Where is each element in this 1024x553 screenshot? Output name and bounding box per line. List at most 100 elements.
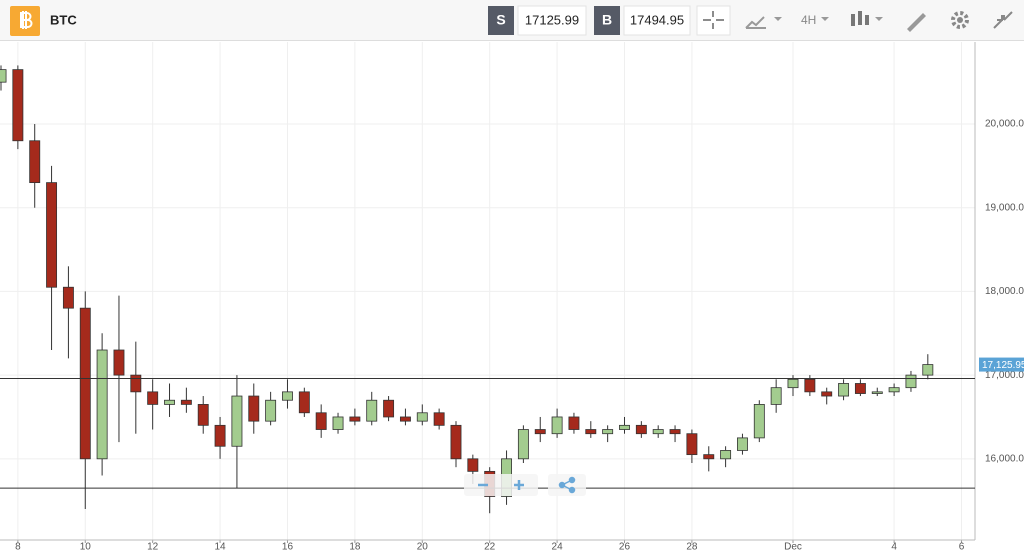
candle-body: [635, 424, 647, 435]
candle-body: [787, 378, 799, 389]
candle-body: [905, 374, 917, 389]
candle-body: [585, 429, 597, 435]
candle-body: [551, 416, 563, 435]
candle-body: [399, 416, 411, 422]
candle-body: [534, 429, 546, 435]
candle-body: [619, 424, 630, 430]
sell-label: S: [496, 12, 505, 28]
buy-price: 17494.95: [630, 12, 684, 27]
sell-badge[interactable]: [488, 6, 514, 35]
interval-button[interactable]: 4H: [801, 13, 816, 27]
shrink-button[interactable]: [993, 11, 1013, 29]
candle-body: [349, 416, 361, 422]
zoom-controls: [464, 474, 586, 496]
x-tick-label: 20: [417, 542, 429, 553]
candle-body: [838, 383, 850, 397]
sell-price: 17125.99: [525, 12, 579, 27]
x-tick-label: Dec: [784, 542, 802, 553]
candle-body: [517, 429, 529, 460]
candle-body: [888, 387, 900, 393]
buy-badge[interactable]: [594, 6, 620, 35]
candle-body: [770, 387, 782, 405]
crosshair-button[interactable]: [696, 5, 731, 36]
candle-body: [821, 391, 833, 397]
chart-type-button[interactable]: [745, 16, 766, 29]
x-tick-label: 6: [959, 542, 965, 553]
symbol: BTC: [50, 12, 77, 27]
candle-body: [366, 399, 378, 422]
candle-body: [450, 424, 462, 460]
candle-body: [804, 378, 816, 393]
buy-label: B: [602, 12, 612, 28]
candle-body: [164, 399, 175, 405]
dropdown-arrow: [821, 17, 829, 21]
share-button[interactable]: [558, 476, 576, 494]
candle-body: [602, 429, 614, 435]
candle-body: [703, 454, 715, 460]
dropdown-arrow: [875, 17, 883, 21]
x-tick-label: 24: [552, 542, 564, 553]
candle-body: [214, 424, 226, 447]
price-marker: [979, 357, 1024, 372]
sell-box[interactable]: [517, 5, 587, 36]
coin-glyph: [20, 11, 33, 29]
zoom-bar: [464, 474, 538, 496]
dropdown-arrow: [774, 17, 782, 21]
x-tick-label: 28: [686, 542, 698, 553]
x-tick-label: 16: [282, 542, 294, 553]
settings-hub: [957, 17, 963, 23]
crosshair-icon: [703, 11, 724, 29]
x-tick-label: 10: [80, 542, 92, 553]
candle-body: [282, 391, 293, 401]
candle-body: [383, 399, 395, 418]
candle-body: [737, 437, 748, 451]
candle-style-button[interactable]: [851, 11, 869, 26]
candle-body: [753, 404, 765, 439]
candle-body: [29, 140, 41, 184]
candle-body: [871, 391, 883, 394]
candle-body: [62, 286, 74, 309]
y-tick-label: 20,000.00: [985, 119, 1024, 130]
candle-body: [416, 412, 428, 422]
candle-body: [922, 364, 934, 376]
candle-body: [265, 399, 277, 422]
x-tick-label: 4: [891, 542, 897, 553]
candle-body: [197, 404, 209, 426]
candle-body: [231, 395, 243, 447]
y-tick-label: 16,000.00: [985, 453, 1024, 464]
x-tick-label: 22: [484, 542, 496, 553]
y-tick-label: 17,000.00: [985, 370, 1024, 381]
candle-body: [113, 349, 125, 376]
candle-body: [467, 458, 479, 472]
candle-body: [12, 69, 24, 142]
candle-body: [669, 429, 681, 435]
draw-tool-button[interactable]: [907, 13, 926, 32]
x-tick-label: 26: [619, 542, 631, 553]
candle-body: [568, 416, 580, 430]
candle-body: [315, 412, 327, 430]
y-tick-label: 19,000.00: [985, 202, 1024, 213]
y-tick-label: 18,000.00: [985, 286, 1024, 297]
candle-body: [248, 395, 260, 422]
x-tick-label: 14: [215, 542, 227, 553]
candle-body: [96, 349, 108, 460]
candle-body: [686, 433, 698, 456]
candle-body: [433, 412, 445, 426]
candle-body: [79, 307, 91, 460]
x-tick-label: 8: [15, 542, 21, 553]
candle-body: [720, 450, 732, 460]
candle-body: [298, 391, 310, 414]
candle-body: [147, 391, 159, 405]
candle-body: [0, 69, 7, 83]
zoom-in[interactable]: [514, 480, 524, 490]
buy-box[interactable]: [623, 5, 691, 36]
candle-body: [854, 383, 866, 394]
candle-body: [332, 416, 344, 430]
candle-body: [180, 399, 192, 405]
settings-button[interactable]: [951, 11, 969, 29]
candle-body: [130, 374, 142, 393]
candle-body: [46, 182, 58, 288]
candle-body: [652, 429, 664, 435]
x-tick-label: 12: [147, 542, 159, 553]
